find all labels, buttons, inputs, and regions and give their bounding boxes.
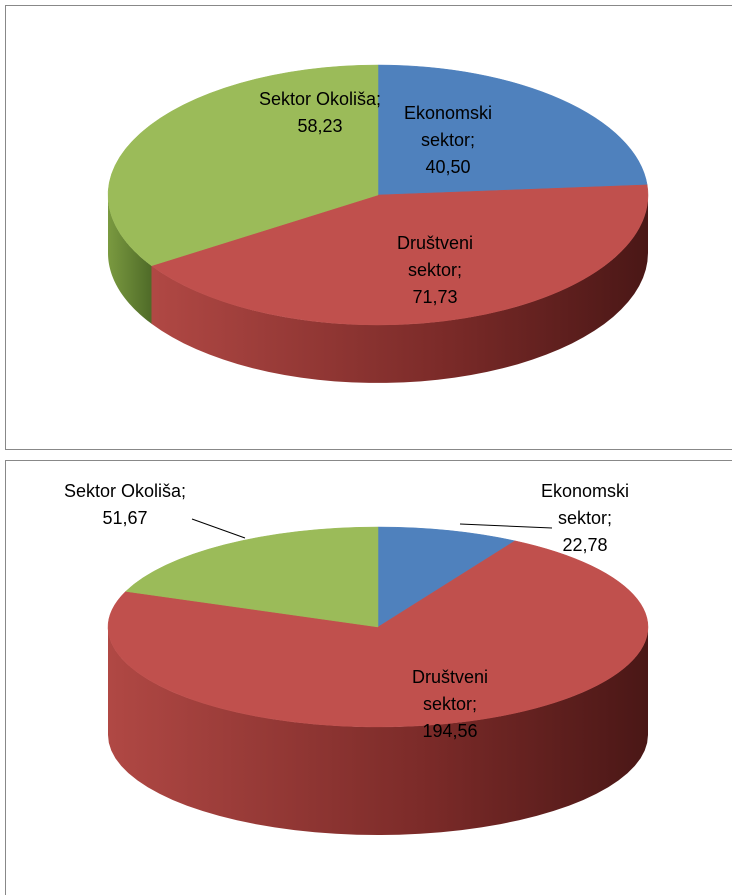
label-separator: ;: [607, 508, 613, 528]
label-category: Društveni sektor: [396, 233, 474, 280]
label-separator: ;: [376, 89, 382, 109]
data-label: Sektor Okoliša; 58,23: [255, 86, 385, 140]
slice: [107, 64, 379, 267]
slice: [125, 526, 379, 628]
data-label: Društveni sektor; 71,73: [370, 230, 500, 311]
leader-line: [459, 523, 553, 529]
label-category: Ekonomski sektor: [540, 481, 630, 528]
label-category: Ekonomski sektor: [403, 103, 493, 150]
data-label: Sektor Okoliša; 51,67: [60, 478, 190, 532]
label-separator: ;: [472, 694, 478, 714]
label-separator: ;: [181, 481, 187, 501]
label-separator: ;: [470, 130, 476, 150]
slice-side: [108, 627, 648, 835]
label-value: 51,67: [102, 508, 148, 528]
slice: [377, 526, 516, 628]
slice: [107, 540, 649, 728]
slice-side: [108, 195, 152, 324]
label-value: 71,73: [412, 287, 458, 307]
label-separator: ;: [457, 260, 463, 280]
data-label: Društveni sektor; 194,56: [385, 664, 515, 745]
chart-frame: [5, 460, 732, 895]
data-label: Ekonomski sektor; 40,50: [383, 100, 513, 181]
slice-side: [151, 195, 648, 383]
data-label: Ekonomski sektor; 22,78: [520, 478, 650, 559]
label-value: 22,78: [562, 535, 608, 555]
label-value: 58,23: [297, 116, 343, 136]
label-value: 194,56: [422, 721, 478, 741]
label-value: 40,50: [425, 157, 471, 177]
chart-frame: [5, 5, 732, 450]
label-category: Sektor Okoliša: [258, 89, 377, 109]
slice: [377, 64, 648, 196]
label-category: Društveni sektor: [411, 667, 489, 714]
slice: [150, 184, 649, 326]
leader-line: [191, 518, 246, 539]
label-category: Sektor Okoliša: [63, 481, 182, 501]
